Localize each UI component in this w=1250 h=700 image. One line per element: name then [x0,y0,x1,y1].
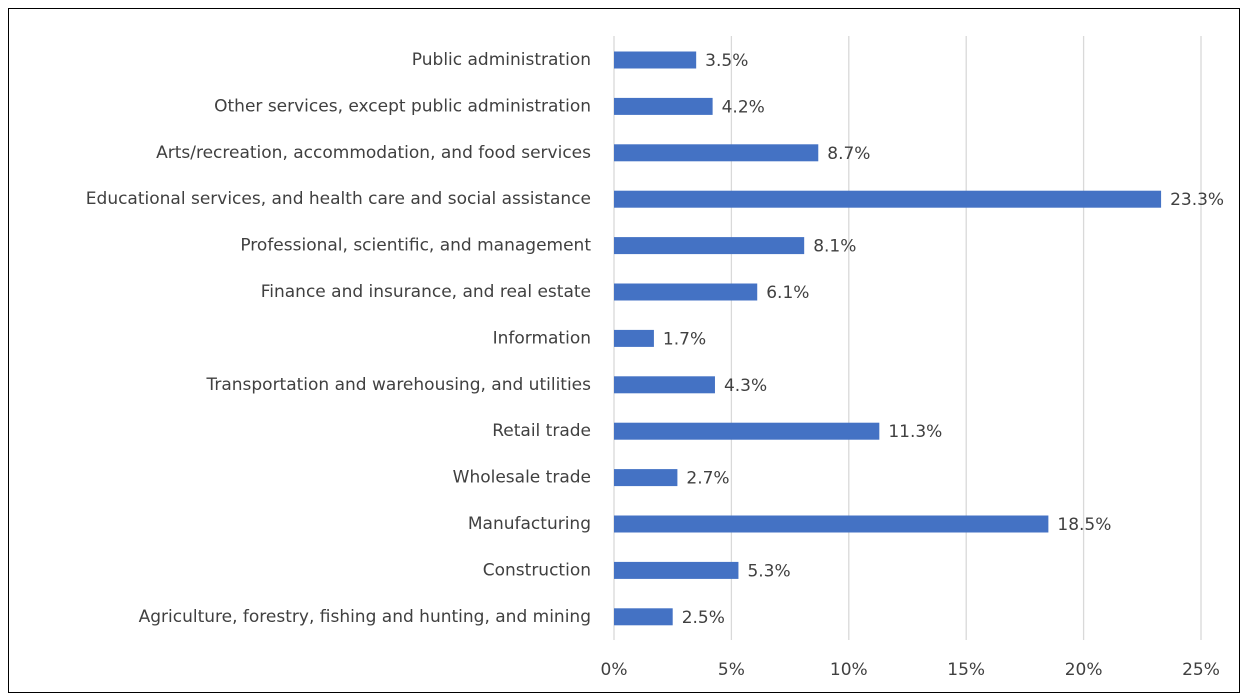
bar [614,329,654,347]
bar [614,376,715,394]
category-label: Public administration [412,50,591,70]
value-labels: 3.5% 4.2% 8.7% 23.3% 8.1% 6.1% 1.7% 4.3% 11.3% 2.… [663,51,1224,628]
x-tick-label: 0% [601,660,628,680]
value-label: 4.3% [724,376,767,396]
bar [614,469,678,487]
value-label: 8.1% [813,237,856,257]
category-label: Other services, except public administra… [214,96,591,116]
bar [614,97,713,115]
x-tick-label: 15% [947,660,985,680]
bar [614,608,673,626]
category-label: Manufacturing [468,514,591,534]
bar [614,283,758,301]
value-label: 1.7% [663,329,706,349]
value-label: 2.7% [686,469,729,489]
bars [614,51,1162,626]
value-label: 11.3% [888,422,942,442]
category-label: Wholesale trade [453,468,591,488]
x-tick-label: 10% [830,660,868,680]
value-label: 2.5% [682,608,725,628]
bar [614,422,880,440]
category-label: Agriculture, forestry, fishing and hunti… [139,607,591,627]
gridlines [613,36,1202,640]
bar [614,515,1049,533]
category-label: Information [493,328,591,348]
category-label: Arts/recreation, accommodation, and food… [156,143,591,163]
category-label: Finance and insurance, and real estate [261,282,591,302]
category-label: Educational services, and health care an… [86,189,591,209]
value-label: 6.1% [766,283,809,303]
value-label: 4.2% [722,97,765,117]
bar [614,190,1162,208]
x-axis-tick-labels: 0% 5% 10% 15% 20% 25% [601,660,1220,680]
value-label: 18.5% [1057,515,1111,535]
value-label: 8.7% [827,144,870,164]
category-label: Transportation and warehousing, and util… [205,375,591,395]
value-label: 23.3% [1170,190,1224,210]
bar [614,237,805,255]
bar [614,144,819,162]
category-label: Construction [483,560,591,580]
value-label: 3.5% [705,51,748,71]
x-tick-label: 20% [1065,660,1103,680]
x-tick-label: 5% [718,660,745,680]
bar [614,51,697,69]
x-tick-label: 25% [1182,660,1220,680]
category-labels: Public administration Other services, exc… [86,50,592,627]
category-label: Professional, scientific, and management [240,236,591,256]
bar [614,561,739,579]
category-label: Retail trade [492,421,591,441]
value-label: 5.3% [747,561,790,581]
